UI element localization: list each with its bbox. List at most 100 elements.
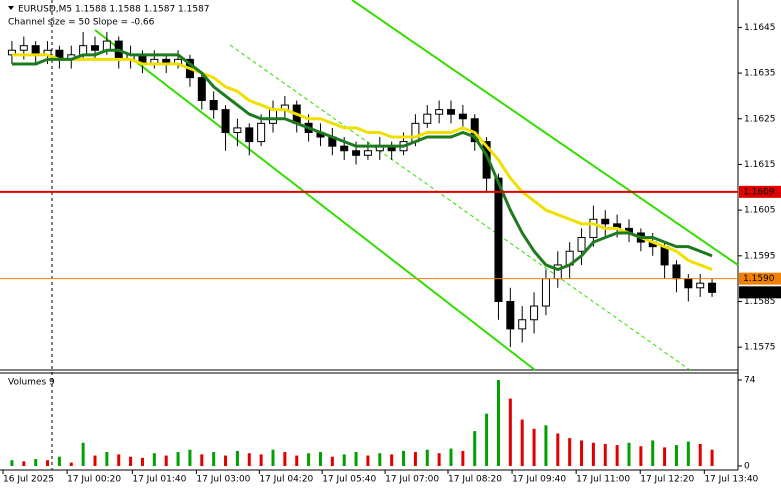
y-tick-label: 1.1595 xyxy=(744,251,776,261)
candle-body xyxy=(423,113,432,124)
candle-body xyxy=(245,127,254,143)
y-tick-label: 1.1635 xyxy=(744,69,776,79)
volume-bar xyxy=(283,452,287,466)
menu-arrow xyxy=(8,6,14,10)
volume-bar xyxy=(200,454,204,466)
volume-bar xyxy=(615,445,619,466)
candle-body xyxy=(577,237,586,252)
price-tag xyxy=(739,286,781,299)
volume-bar xyxy=(437,453,441,466)
volume-bar xyxy=(639,446,643,466)
volume-bar xyxy=(212,452,216,466)
volume-bar xyxy=(152,453,156,466)
volume-bar xyxy=(129,456,133,466)
candle-body xyxy=(91,45,99,51)
volume-tick-label: 74 xyxy=(744,376,756,386)
volume-bar xyxy=(22,461,26,466)
volume-bar xyxy=(69,462,73,466)
x-tick-label: 17 Jul 00:20 xyxy=(67,475,121,485)
y-tick-label: 1.1615 xyxy=(744,160,776,170)
volume-bar xyxy=(485,413,489,466)
x-tick-label: 17 Jul 09:40 xyxy=(512,475,566,485)
volume-bar xyxy=(34,459,38,466)
candle-body xyxy=(708,282,717,293)
volume-bar xyxy=(105,452,109,466)
volume-bar xyxy=(295,455,299,466)
candle-body xyxy=(411,122,420,143)
volume-bar xyxy=(627,442,631,466)
x-tick-label: 17 Jul 12:20 xyxy=(640,475,694,485)
channel-upper xyxy=(351,0,739,266)
level-label: 1.1609 xyxy=(743,187,775,197)
volume-bar xyxy=(10,460,14,466)
x-tick-label: 17 Jul 11:00 xyxy=(576,475,630,485)
volume-bar xyxy=(342,454,346,466)
x-tick-label: 16 Jul 2025 xyxy=(3,475,54,485)
x-tick-label: 17 Jul 13:40 xyxy=(704,475,758,485)
volume-bar xyxy=(461,450,465,466)
volume-tick-label: 0 xyxy=(744,462,750,472)
candle-body xyxy=(696,282,705,289)
candle-body xyxy=(518,319,527,330)
volume-bar xyxy=(140,457,144,466)
volume-bar xyxy=(580,440,584,466)
volume-bar xyxy=(164,455,168,466)
y-tick-label: 1.1625 xyxy=(744,114,776,124)
volume-bar xyxy=(81,442,85,466)
level-tag xyxy=(739,272,781,285)
volume-bar xyxy=(651,440,655,466)
volume-bar xyxy=(46,460,50,466)
candle-body xyxy=(340,145,349,152)
volume-bar xyxy=(271,449,275,466)
volume-bar xyxy=(544,425,548,466)
channel-middle xyxy=(229,44,691,371)
x-tick-label: 17 Jul 04:20 xyxy=(259,475,313,485)
channel-lower xyxy=(94,29,536,371)
volume-bar xyxy=(93,455,97,466)
volume-bar xyxy=(307,453,311,466)
x-tick-label: 17 Jul 01:40 xyxy=(132,475,186,485)
volume-bar xyxy=(603,443,607,466)
x-tick-label: 17 Jul 07:00 xyxy=(385,475,439,485)
candle-body xyxy=(19,45,28,51)
volume-bar xyxy=(224,455,228,466)
volume-bar xyxy=(532,428,536,466)
volume-bar xyxy=(568,438,572,466)
candle-body xyxy=(221,109,230,133)
candle-body xyxy=(541,278,550,307)
volume-bar xyxy=(390,454,394,466)
x-tick-label: 17 Jul 03:00 xyxy=(196,475,250,485)
volume-bar xyxy=(674,445,678,466)
moving-average xyxy=(11,53,713,271)
volume-bar xyxy=(117,454,121,466)
volume-bar xyxy=(176,452,180,466)
candle-body xyxy=(233,127,242,133)
volume-bar xyxy=(698,443,702,466)
candle-body xyxy=(447,109,455,115)
indicator-label: Channel size = 50 Slope = -0.66 xyxy=(8,18,155,28)
volume-bar xyxy=(496,380,500,466)
y-tick-label: 1.1605 xyxy=(744,206,776,216)
volume-bar xyxy=(378,453,382,466)
candle-body xyxy=(660,246,669,266)
candle-body xyxy=(601,218,610,225)
volume-bar xyxy=(354,452,358,466)
y-tick-label: 1.1575 xyxy=(744,343,776,353)
volume-bar xyxy=(663,447,667,466)
volume-bar xyxy=(591,442,595,466)
x-tick-label: 17 Jul 08:20 xyxy=(448,475,502,485)
volume-bar xyxy=(57,456,61,466)
y-tick-label: 1.1585 xyxy=(744,297,776,307)
candle-body xyxy=(197,77,206,101)
candle-body xyxy=(672,264,681,280)
candle-body xyxy=(269,109,277,124)
price-label: 1.1587 xyxy=(743,288,775,298)
volume-bar xyxy=(402,450,406,466)
volume-bar xyxy=(259,454,263,466)
volume-bar xyxy=(413,452,417,466)
volume-bar xyxy=(710,449,714,466)
candle-body xyxy=(589,218,598,239)
volume-bar xyxy=(318,452,322,466)
volume-bar xyxy=(508,398,512,466)
